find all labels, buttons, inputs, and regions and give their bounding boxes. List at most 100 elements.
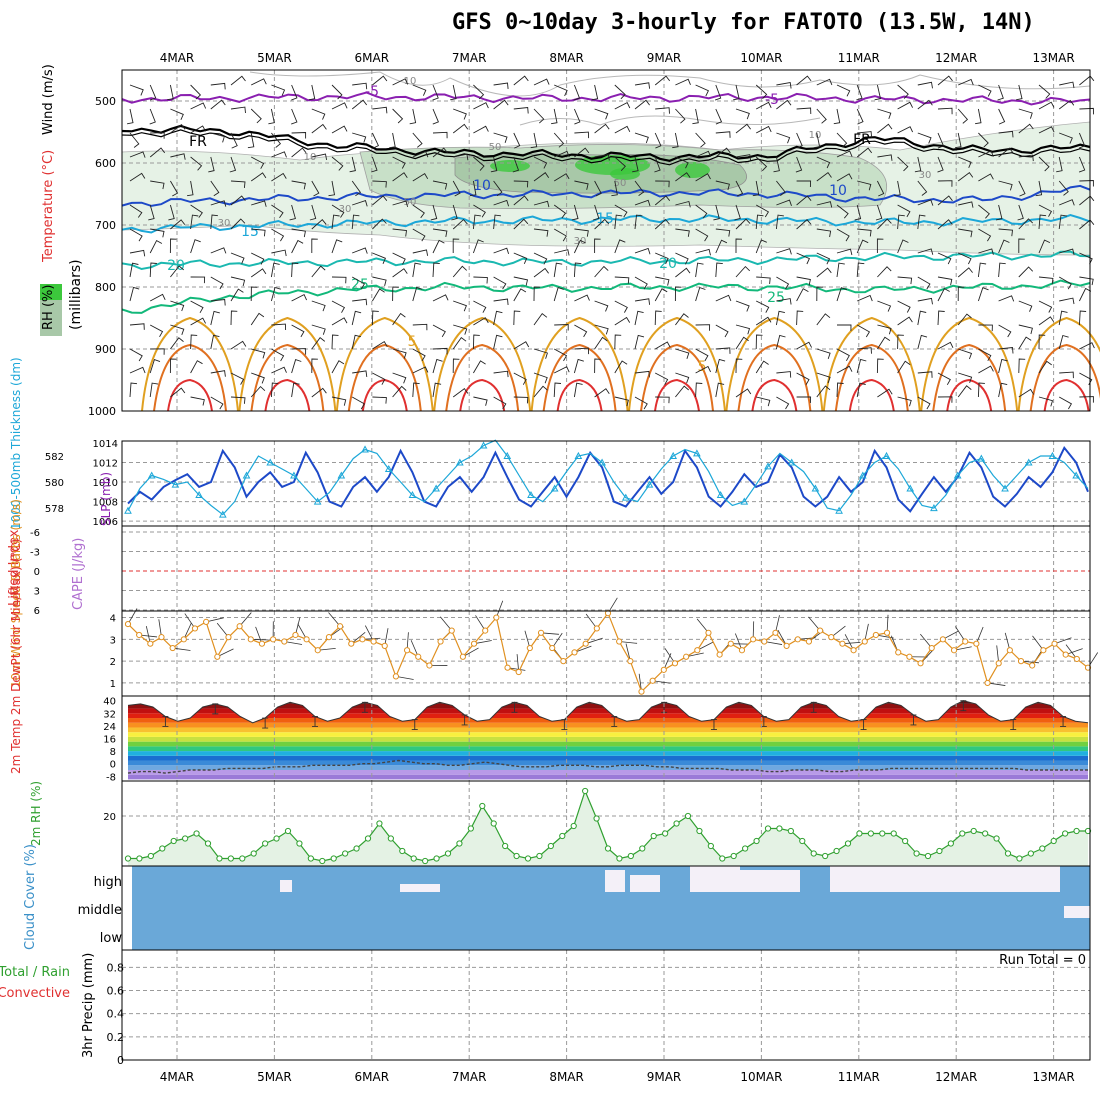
wind-barb	[756, 361, 768, 373]
ylabel-rh2m: 2m RH (%)	[29, 781, 43, 846]
cloud-gap	[280, 880, 292, 892]
wind-speed-point	[1018, 659, 1023, 664]
wind-speed-point	[728, 641, 733, 646]
wind-barb	[130, 383, 137, 397]
wind-barb	[191, 103, 206, 109]
wind-barb	[736, 389, 751, 397]
y-tick-label: 24	[103, 722, 116, 733]
isotherm-label: 20	[167, 258, 185, 274]
wind-barb	[352, 371, 367, 377]
wind-barb	[574, 132, 588, 138]
wind-barb	[857, 263, 864, 277]
wind-barb	[271, 250, 286, 256]
wind-speed-point	[282, 639, 287, 644]
wind-barb	[675, 79, 690, 85]
rh2m-point	[1005, 851, 1010, 856]
wind-barb	[332, 301, 344, 313]
rh2m-point	[365, 836, 370, 841]
rh2m-point	[240, 856, 245, 861]
wind-barb	[130, 85, 143, 95]
cloud-gap	[1064, 906, 1090, 918]
wind-barb	[312, 109, 325, 120]
wind-barb	[736, 109, 749, 119]
wind-barb	[170, 359, 176, 373]
y-tick-label: 0.6	[107, 985, 125, 998]
rh2m-point	[948, 841, 953, 846]
date-label-top: 12MAR	[935, 51, 977, 65]
wind-barb	[1019, 325, 1033, 334]
y-tick-label: -3	[30, 548, 40, 559]
wind-barb	[655, 277, 669, 286]
thickness-line	[128, 440, 1088, 514]
wind-barb	[372, 107, 387, 113]
ylabel-cape: CAPE (J/kg)	[71, 538, 86, 610]
wind-barb	[332, 277, 346, 283]
rh2m-point	[457, 841, 462, 846]
wind-speed-point	[505, 665, 510, 670]
wind-speed-point	[538, 630, 543, 635]
wind-barb	[191, 240, 201, 253]
wind-speed-point	[393, 674, 398, 679]
rh-label: 30	[339, 204, 352, 215]
isotherm-label: 10	[829, 183, 847, 199]
wind-barb	[837, 249, 852, 255]
wind-speed-point	[326, 635, 331, 640]
rh2m-point	[891, 831, 896, 836]
isotherm-label: 25	[351, 277, 369, 293]
wind-barb	[696, 288, 706, 301]
wind-barb	[251, 109, 261, 123]
rh2m-point	[1051, 838, 1056, 843]
wind-speed-point	[583, 641, 588, 646]
rh2m-point	[468, 826, 473, 831]
wind-barb	[595, 359, 601, 373]
wind-speed-point	[963, 639, 968, 644]
wind-barb	[473, 397, 487, 406]
wind-speed-point	[1030, 663, 1035, 668]
wind-speed-point	[516, 669, 521, 674]
wind-barb	[494, 299, 509, 305]
wind-speed-point	[416, 654, 421, 659]
wind-barb	[211, 83, 225, 89]
wind-barb	[837, 263, 845, 277]
wind-barb	[1039, 301, 1052, 313]
wind-speed-point	[125, 621, 130, 626]
rh2m-point	[423, 858, 428, 863]
wind-barb	[736, 325, 750, 334]
y-tick-label: 580	[45, 478, 64, 489]
wind-barb	[433, 85, 439, 100]
wind-speed-point	[349, 641, 354, 646]
wind-barb	[372, 133, 378, 148]
isotherm-label: FR	[853, 132, 871, 148]
y-tick-label: 800	[95, 281, 116, 294]
rh2m-point	[331, 856, 336, 861]
wind-barb	[473, 126, 488, 133]
wind-barb	[291, 109, 297, 124]
page-title: GFS 0~10day 3-hourly for FATOTO (13.5W, …	[452, 10, 1035, 35]
ylabel-slp: SLP (mb)	[99, 472, 113, 526]
wind-barb	[918, 298, 933, 304]
y-tick-label: 0	[110, 760, 116, 771]
wind-barb	[817, 349, 830, 359]
wind-speed-point	[907, 654, 912, 659]
wind-speed-point	[170, 645, 175, 650]
wind-barb	[292, 263, 299, 277]
wind-barb	[999, 263, 1006, 277]
wind-speed-point	[884, 630, 889, 635]
wind-barb	[635, 133, 648, 143]
wind-barb	[453, 301, 466, 311]
wind-speed-point	[661, 667, 666, 672]
wind-barb	[958, 287, 964, 301]
wind-speed-point	[985, 680, 990, 685]
wind-barb	[978, 263, 986, 277]
wind-barb	[130, 324, 144, 330]
wind-barb	[975, 109, 981, 124]
temp-color-band	[128, 751, 1088, 756]
wind-barb	[292, 241, 304, 254]
wind-barb	[554, 288, 564, 301]
wind-barb	[776, 397, 788, 409]
rh2m-point	[960, 831, 965, 836]
date-label-bottom: 12MAR	[935, 1070, 977, 1084]
wind-speed-point	[192, 626, 197, 631]
rh2m-point	[400, 848, 405, 853]
rh2m-point	[628, 853, 633, 858]
